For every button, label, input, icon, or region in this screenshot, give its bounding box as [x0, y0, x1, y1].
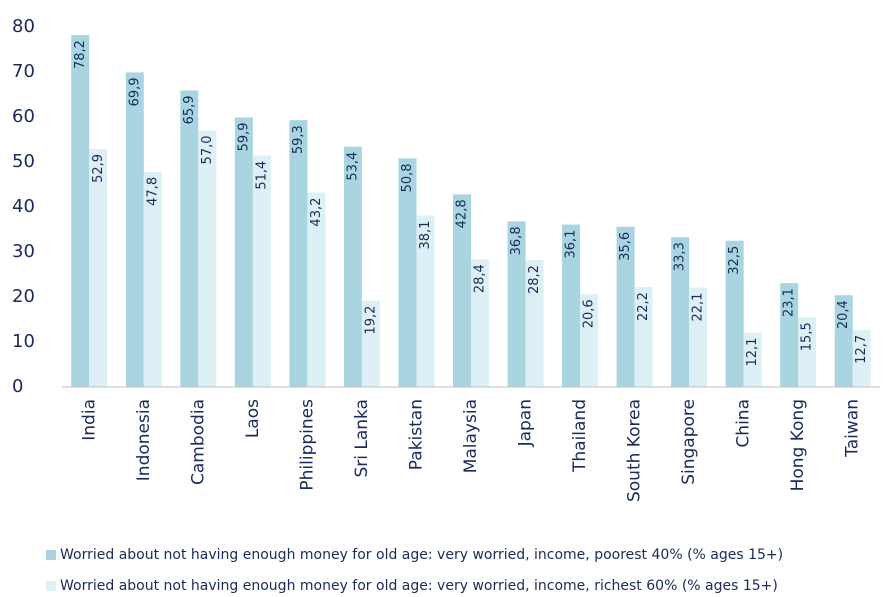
value-label: 36,8: [509, 226, 524, 255]
value-label: 57,0: [200, 136, 215, 165]
bar: [471, 259, 489, 387]
bar: [398, 158, 417, 387]
bar: [689, 287, 708, 387]
value-label: 28,2: [527, 265, 542, 294]
value-label: 19,2: [363, 306, 378, 335]
value-label: 78,2: [73, 40, 88, 69]
bar: [343, 146, 362, 387]
bar: [634, 287, 653, 387]
bar: [798, 317, 817, 387]
bar: [89, 148, 108, 387]
bar: [616, 226, 635, 387]
x-tick-label: Malaysia: [461, 399, 481, 473]
value-label: 15,5: [800, 322, 815, 351]
x-tick-label: China: [734, 399, 754, 448]
x-tick-label: Indonesia: [134, 399, 154, 481]
bar: [852, 329, 871, 387]
bar: [507, 221, 526, 387]
value-label: 36,1: [564, 230, 579, 259]
bar: [725, 240, 744, 387]
value-label: 33,3: [673, 242, 688, 271]
x-tick-label: Philippines: [297, 399, 317, 491]
y-tick-label: 40: [12, 196, 35, 217]
y-tick-label: 20: [12, 286, 35, 307]
bar: [198, 130, 217, 387]
legend-label: Worried about not having enough money fo…: [60, 547, 783, 563]
value-label: 43,2: [309, 198, 324, 227]
value-label: 22,2: [636, 292, 651, 321]
x-tick-label: Pakistan: [406, 399, 426, 470]
legend-swatch: [46, 550, 56, 560]
bar: [71, 35, 90, 387]
value-label: 20,6: [582, 299, 597, 328]
legend-swatch: [46, 581, 56, 591]
bar: [180, 90, 199, 387]
bar: [834, 295, 853, 387]
legend-label: Worried about not having enough money fo…: [60, 578, 778, 594]
value-label: 51,4: [254, 161, 269, 190]
value-label: 22,1: [691, 293, 706, 322]
value-label: 65,9: [182, 95, 197, 124]
bar: [780, 283, 799, 387]
x-tick-label: Japan: [516, 399, 536, 447]
y-tick-label: 0: [12, 376, 23, 397]
y-tick-label: 60: [12, 106, 35, 127]
bar: [307, 192, 326, 387]
value-label: 47,8: [145, 177, 160, 206]
value-label: 23,1: [782, 288, 797, 317]
value-label: 35,6: [618, 232, 633, 261]
value-label: 42,8: [455, 199, 470, 228]
x-tick-label: Taiwan: [843, 399, 863, 458]
x-tick-label: Cambodia: [188, 399, 208, 485]
x-tick-label: India: [79, 399, 99, 441]
value-label: 50,8: [400, 163, 415, 192]
x-tick-label: Hong Kong: [788, 399, 808, 491]
bar: [289, 120, 308, 388]
bar: [580, 294, 599, 387]
x-tick-label: Laos: [243, 399, 263, 438]
bar: [143, 171, 162, 387]
y-tick-label: 80: [12, 16, 35, 37]
bar: [562, 224, 581, 387]
bar: [234, 117, 253, 387]
y-tick-label: 50: [12, 151, 35, 172]
x-tick-label: South Korea: [625, 399, 645, 502]
bar: [252, 155, 271, 387]
bar: [125, 72, 144, 387]
y-tick-label: 30: [12, 241, 35, 262]
bar: [361, 300, 380, 387]
value-label: 52,9: [91, 154, 106, 183]
value-label: 38,1: [418, 221, 433, 250]
bar: [525, 260, 544, 387]
value-label: 69,9: [127, 77, 142, 106]
bar: [453, 194, 471, 387]
value-label: 59,3: [291, 125, 306, 154]
x-tick-label: Sri Lanka: [352, 399, 372, 478]
value-label: 28,4: [473, 264, 488, 293]
bar: [416, 215, 435, 387]
y-tick-label: 70: [12, 61, 35, 82]
value-label: 59,9: [236, 122, 251, 151]
value-label: 20,4: [836, 300, 851, 329]
x-tick-label: Thailand: [570, 399, 590, 473]
value-label: 12,1: [745, 338, 760, 367]
value-label: 12,7: [854, 335, 869, 364]
value-label: 32,5: [727, 246, 742, 275]
bar: [671, 237, 690, 387]
y-tick-label: 10: [12, 331, 35, 352]
bar: [743, 332, 762, 387]
value-label: 53,4: [345, 152, 360, 181]
x-tick-label: Singapore: [679, 399, 699, 485]
